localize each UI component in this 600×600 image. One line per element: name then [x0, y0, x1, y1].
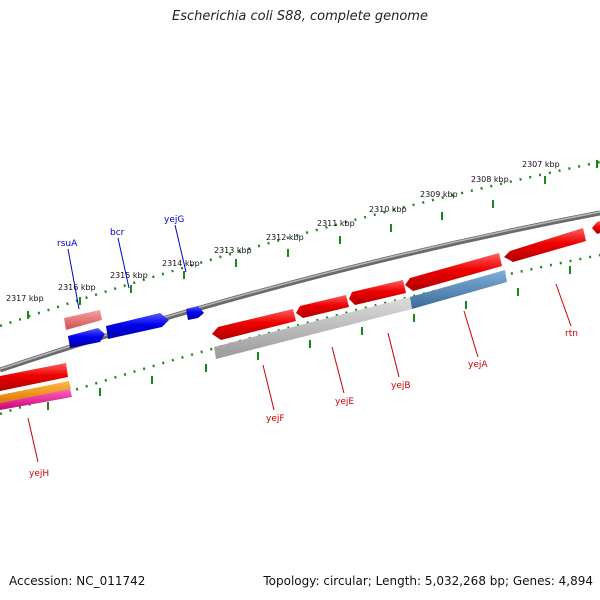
gene-label-yejF[interactable]: yejF: [266, 414, 285, 424]
map-title: Escherichia coli S88, complete genome: [172, 9, 428, 24]
gene-arrow-bcr[interactable]: [106, 313, 169, 339]
tick-label-2310: 2310 kbp: [369, 205, 407, 214]
tick-label-2317: 2317 kbp: [6, 294, 44, 303]
gene-arrow-yejB[interactable]: [349, 280, 406, 305]
gene-arrow-yejA[interactable]: [405, 253, 502, 291]
genome-stats-text: Topology: circular; Length: 5,032,268 bp…: [263, 574, 593, 588]
gene-arrow-yejE[interactable]: [296, 295, 349, 318]
tick-label-2315: 2315 kbp: [110, 271, 148, 280]
tick-label-2307: 2307 kbp: [522, 160, 560, 169]
gene-label-yejA[interactable]: yejA: [468, 360, 488, 370]
label-connectors-blue: [67, 224, 187, 310]
tick-label-2314: 2314 kbp: [162, 259, 200, 268]
gene-bar-rsuA[interactable]: [64, 310, 102, 330]
inner-major-ticks: [47, 266, 571, 410]
gene-label-yejE[interactable]: yejE: [335, 397, 354, 407]
tick-label-2312: 2312 kbp: [266, 233, 304, 242]
gene-arrow-yejG[interactable]: [186, 306, 204, 320]
tick-label-2308: 2308 kbp: [471, 175, 509, 184]
tick-label-2316: 2316 kbp: [58, 283, 96, 292]
tick-label-2313: 2313 kbp: [214, 246, 252, 255]
accession-text: Accession: NC_011742: [9, 574, 146, 588]
gene-arrow-yejF[interactable]: [212, 309, 296, 340]
gene-label-yejB[interactable]: yejB: [391, 381, 411, 391]
gene-label-bcr[interactable]: bcr: [110, 228, 125, 238]
gene-arrow-rsuA-rev[interactable]: [68, 328, 105, 348]
tick-label-2309: 2309 kbp: [420, 190, 458, 199]
gene-label-rtn[interactable]: rtn: [565, 329, 578, 339]
gene-label-rsuA[interactable]: rsuA: [57, 239, 78, 249]
feature-bar-steel: [410, 270, 507, 309]
tick-label-2311: 2311 kbp: [317, 219, 355, 228]
gene-arrow-edge[interactable]: [592, 221, 600, 234]
gene-label-yejH[interactable]: yejH: [29, 469, 49, 479]
feature-bar-grey: [214, 297, 412, 359]
gene-bar-magenta[interactable]: [0, 389, 72, 410]
label-connectors-red: [27, 283, 572, 463]
gene-bar-yejH-red[interactable]: [0, 363, 68, 391]
gene-label-yejG[interactable]: yejG: [164, 215, 184, 225]
outer-tick-ring: [0, 160, 600, 328]
gene-bar-orange[interactable]: [0, 381, 71, 403]
outer-major-ticks: [27, 160, 598, 319]
gene-arrow-rtn[interactable]: [504, 228, 586, 262]
